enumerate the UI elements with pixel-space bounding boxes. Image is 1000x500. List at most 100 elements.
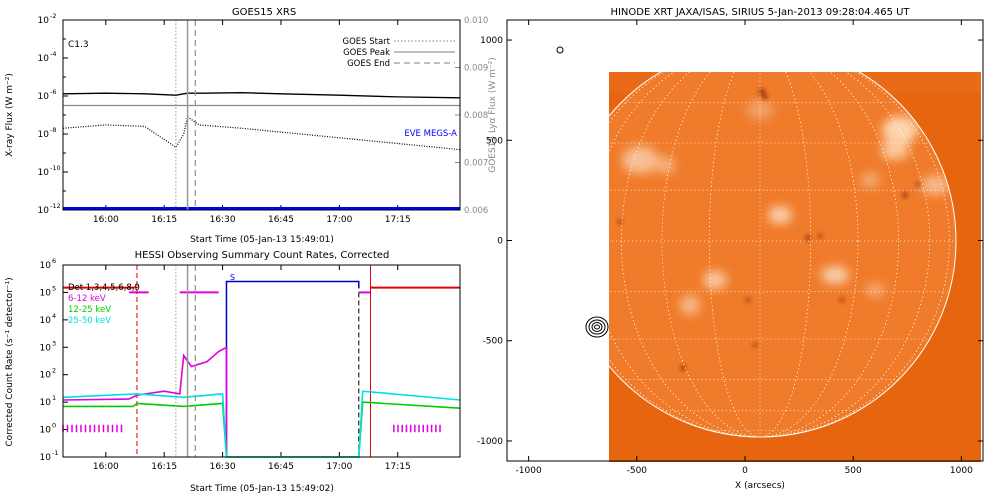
hessi-y-axis-label: Corrected Count Rate (s⁻¹ detector⁻¹) [5, 277, 15, 446]
goes-y-tick-label: 10 [38, 130, 50, 140]
legend-goes-start: GOES Start [342, 37, 390, 47]
hinode-title: HINODE XRT JAXA/ISAS, SIRIUS 5-Jan-2013 … [610, 7, 910, 18]
hessi-x-tick-label: 17:15 [385, 462, 411, 472]
hinode-image [609, 72, 981, 462]
goes-y-tick-exponent: -2 [50, 12, 56, 20]
hessi-y-tick-label: 10 [40, 398, 52, 408]
hessi-y-tick-label: 10 [40, 453, 52, 463]
goes-y-tick-label: 10 [38, 16, 50, 26]
hinode-x-tick-label: -1000 [516, 466, 542, 476]
hessi-x-tick-label: 16:00 [93, 462, 119, 472]
hessi-x-axis-label: Start Time (05-Jan-13 15:49:02) [190, 484, 334, 494]
hessi-legend-6-12: 6-12 keV [68, 294, 106, 304]
small-circle-marker [556, 46, 564, 54]
grid-longitude-line [609, 72, 931, 437]
hessi-y-tick-exponent: 0 [52, 422, 56, 430]
grid-longitude-line [661, 72, 859, 437]
hessi-y-tick-exponent: -1 [52, 449, 58, 457]
hinode-x-tick-label: 500 [845, 466, 862, 476]
eve-label: EVE MEGS-A [404, 129, 457, 139]
goes-y2-tick-label: 0.010 [464, 16, 488, 26]
hessi-y-tick-exponent: 6 [52, 257, 56, 265]
grid-longitude-line [609, 72, 950, 437]
goes-x-tick-label: 16:45 [268, 215, 294, 225]
hessi-series [62, 345, 461, 458]
hessi-x-tick-label: 16:30 [210, 462, 236, 472]
hinode-y-tick-label: 500 [486, 136, 503, 146]
hessi-x-tick-label: 16:15 [151, 462, 177, 472]
goes-x-tick-label: 17:15 [385, 215, 411, 225]
goes-series-line-0 [62, 92, 461, 99]
goes-x-tick-label: 17:00 [326, 215, 352, 225]
hessi-y-tick-exponent: 4 [52, 312, 56, 320]
hinode-panel: HINODE XRT JAXA/ISAS, SIRIUS 5-Jan-2013 … [477, 7, 984, 491]
hessi-y-tick-exponent: 2 [52, 367, 56, 375]
goes-y-tick-label: 10 [38, 92, 50, 102]
goes-series-line-1 [62, 115, 461, 151]
active-regions [618, 89, 949, 371]
hessi-title: HESSI Observing Summary Count Rates, Cor… [135, 250, 390, 261]
hinode-x-ticks: -1000 -500 0 500 1000 [516, 20, 973, 476]
goes-x-axis-label: Start Time (05-Jan-13 15:49:01) [190, 235, 334, 245]
hessi-y-tick-exponent: 3 [52, 339, 56, 347]
goes-y2-tick-label: 0.008 [464, 111, 488, 121]
goes-x-tick-label: 16:15 [151, 215, 177, 225]
goes-series [62, 92, 461, 210]
goes-y-tick-exponent: -12 [50, 202, 61, 210]
hessi-x-tick-label: 16:45 [268, 462, 294, 472]
goes-x-tick-label: 16:00 [93, 215, 119, 225]
hessi-series-line-1 [63, 401, 461, 458]
flare-class-label: C1.3 [68, 40, 89, 50]
flare-contours [585, 316, 609, 338]
hessi-plot-frame [62, 264, 461, 458]
hessi-series-line-2 [62, 390, 461, 458]
hessi-x-tick-label: 17:00 [326, 462, 352, 472]
solar-limb [609, 72, 957, 438]
goes-y-tick-exponent: -6 [50, 88, 56, 96]
hinode-y-tick-label: -1000 [477, 437, 503, 447]
goes-y2-tick-label: 0.006 [464, 206, 488, 216]
goes-y2-tick-label: 0.007 [464, 159, 488, 169]
hinode-y-tick-label: -500 [483, 337, 504, 347]
hessi-y-tick-label: 10 [40, 343, 52, 353]
hessi-event-lines [175, 265, 196, 457]
hessi-legend-12-25: 12-25 keV [68, 305, 111, 315]
legend-goes-end: GOES End [347, 59, 390, 69]
hessi-y-tick-label: 10 [40, 316, 52, 326]
goes-legend: GOES Start GOES Peak GOES End [342, 37, 455, 69]
hinode-x-tick-label: 1000 [950, 466, 973, 476]
hinode-x-tick-label: 0 [742, 466, 748, 476]
hessi-panel: HESSI Observing Summary Count Rates, Cor… [5, 250, 461, 494]
goes-y-tick-label: 10 [38, 168, 50, 178]
hessi-flare-flag [225, 280, 360, 457]
hessi-x-ticks: 16:00 16:15 16:30 16:45 17:00 17:15 [93, 265, 411, 472]
hinode-x-axis-label: X (arcsecs) [735, 481, 785, 491]
solar-disk [609, 72, 956, 437]
heliographic-grid [609, 72, 956, 437]
hessi-y-tick-label: 10 [40, 426, 52, 436]
goes-title: GOES15 XRS [232, 7, 296, 18]
hessi-legend-header: Det 1,3,4,5,6,8,9 [68, 283, 140, 293]
hinode-x-tick-label: -500 [627, 466, 648, 476]
hessi-s-marker: S [230, 273, 235, 282]
goes-y2-axis-label: GOES15 Lyα Flux (W m⁻²) [488, 57, 498, 173]
goes-y-tick-label: 10 [38, 206, 50, 216]
hessi-legend-25-50: 25-50 keV [68, 316, 111, 326]
hessi-series-line-0 [62, 345, 228, 457]
goes-y-tick-exponent: -8 [50, 126, 56, 134]
hessi-attenuator-bars [62, 265, 460, 457]
hessi-y-tick-label: 10 [40, 288, 52, 298]
goes-y2-tick-label: 0.009 [464, 64, 488, 74]
goes-y-tick-exponent: -10 [50, 164, 61, 172]
goes-y-tick-label: 10 [38, 54, 50, 64]
hinode-y-tick-label: 0 [497, 237, 503, 247]
goes-y-tick-exponent: -4 [50, 50, 56, 58]
goes-event-lines [175, 20, 196, 210]
hessi-y-tick-label: 10 [40, 261, 52, 271]
goes-x-tick-label: 16:30 [210, 215, 236, 225]
hinode-y-tick-label: 1000 [480, 36, 503, 46]
hessi-legend: Det 1,3,4,5,6,8,9 6-12 keV 12-25 keV 25-… [68, 283, 140, 326]
hinode-y-ticks: 1000 500 0 -500 -1000 [477, 36, 983, 447]
